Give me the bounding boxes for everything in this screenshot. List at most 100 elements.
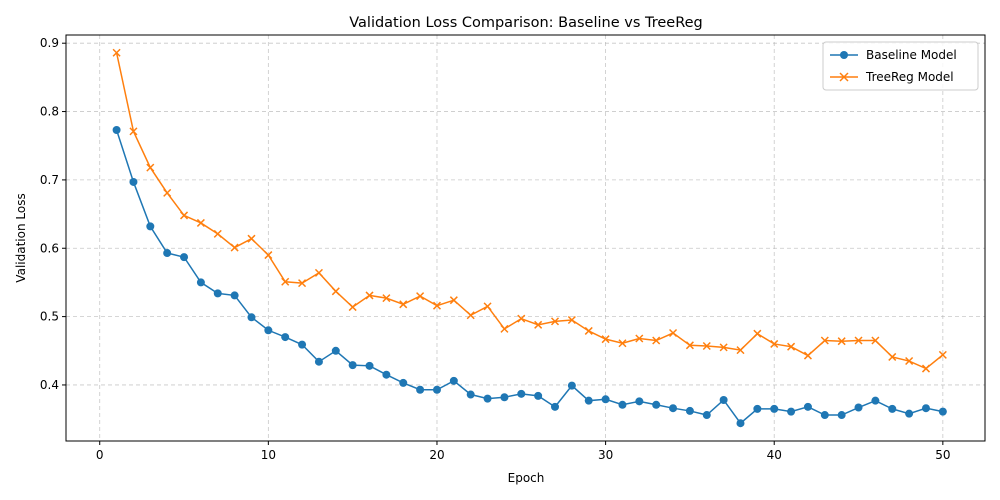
- data-point: [669, 404, 678, 413]
- data-point: [534, 391, 543, 400]
- data-point: [416, 292, 425, 301]
- data-point: [399, 378, 408, 387]
- data-point: [180, 211, 189, 220]
- data-point: [180, 253, 189, 262]
- series-baseline-model: [112, 126, 947, 428]
- data-point: [382, 294, 391, 303]
- data-point: [348, 361, 357, 370]
- data-point: [331, 287, 340, 296]
- x-tick-label: 20: [429, 448, 444, 462]
- data-point: [719, 395, 728, 404]
- data-point: [196, 278, 205, 287]
- data-point: [567, 315, 576, 325]
- data-point: [584, 396, 593, 405]
- data-point: [871, 336, 880, 345]
- data-point: [517, 314, 526, 323]
- data-point: [146, 163, 155, 172]
- data-point: [230, 243, 239, 252]
- data-point: [449, 296, 458, 305]
- data-point: [753, 404, 762, 413]
- legend-box: [822, 41, 979, 91]
- data-point: [264, 251, 273, 260]
- data-point: [230, 291, 239, 300]
- data-point: [921, 364, 931, 373]
- data-point: [331, 346, 340, 355]
- x-tick-label: 50: [935, 448, 950, 462]
- data-point: [787, 342, 796, 351]
- data-point: [449, 376, 458, 385]
- data-point: [787, 407, 796, 416]
- data-point: [534, 320, 543, 329]
- data-point: [736, 419, 745, 428]
- data-point: [669, 328, 678, 338]
- y-tick-label: 0.8: [40, 105, 59, 119]
- data-point: [466, 390, 475, 399]
- data-point: [854, 403, 863, 412]
- data-point: [112, 48, 121, 57]
- data-point: [466, 311, 475, 320]
- y-tick-label: 0.4: [40, 378, 59, 392]
- x-tick-label: 30: [598, 448, 613, 462]
- data-point: [584, 326, 593, 335]
- data-point: [298, 279, 307, 288]
- data-point: [601, 395, 610, 404]
- x-tick-label: 0: [96, 448, 104, 462]
- data-point: [314, 268, 323, 277]
- data-point: [129, 127, 138, 136]
- y-tick-label: 0.5: [40, 310, 59, 324]
- data-point: [618, 339, 627, 348]
- data-point: [163, 249, 172, 258]
- data-point: [736, 346, 745, 355]
- data-point: [635, 397, 644, 406]
- data-point: [281, 333, 290, 342]
- series-treereg-model: [112, 48, 947, 373]
- plot-frame: [65, 34, 986, 442]
- data-point: [685, 406, 694, 415]
- data-point: [719, 343, 728, 352]
- data-point: [635, 334, 644, 343]
- data-point: [247, 234, 256, 243]
- data-point: [551, 402, 560, 411]
- data-point: [820, 411, 829, 420]
- x-axis-label: Epoch: [508, 471, 545, 485]
- data-point: [888, 352, 897, 361]
- data-point: [550, 317, 560, 326]
- data-point: [921, 404, 930, 413]
- series-layer: [112, 48, 947, 428]
- data-point: [618, 400, 627, 409]
- y-tick-label: 0.6: [40, 241, 59, 255]
- x-tick-label: 10: [261, 448, 276, 462]
- data-point: [854, 336, 863, 345]
- data-point: [770, 339, 779, 348]
- data-point: [905, 409, 914, 418]
- data-point: [500, 324, 509, 333]
- data-point: [753, 329, 762, 338]
- data-point: [770, 404, 779, 413]
- data-point: [247, 313, 256, 322]
- legend-marker-treereg: [839, 72, 849, 82]
- data-point: [365, 361, 374, 370]
- data-point: [837, 411, 846, 420]
- data-point: [685, 341, 694, 350]
- y-tick-label: 0.9: [40, 36, 59, 50]
- data-point: [601, 335, 610, 344]
- legend: Baseline Model TreeReg Model: [822, 41, 979, 91]
- data-point: [500, 393, 509, 402]
- data-point: [213, 229, 222, 238]
- data-point: [129, 177, 138, 186]
- data-point: [938, 407, 947, 416]
- data-point: [348, 303, 357, 312]
- data-point: [871, 396, 880, 405]
- data-point: [483, 302, 492, 311]
- data-point: [938, 350, 947, 359]
- y-tick-label: 0.7: [40, 173, 59, 187]
- data-point: [213, 289, 222, 298]
- data-point: [432, 301, 442, 310]
- data-point: [432, 385, 441, 394]
- data-point: [112, 126, 121, 135]
- data-point: [837, 337, 846, 346]
- data-point: [382, 370, 391, 379]
- data-point: [652, 336, 661, 345]
- legend-marker-baseline: [840, 51, 848, 59]
